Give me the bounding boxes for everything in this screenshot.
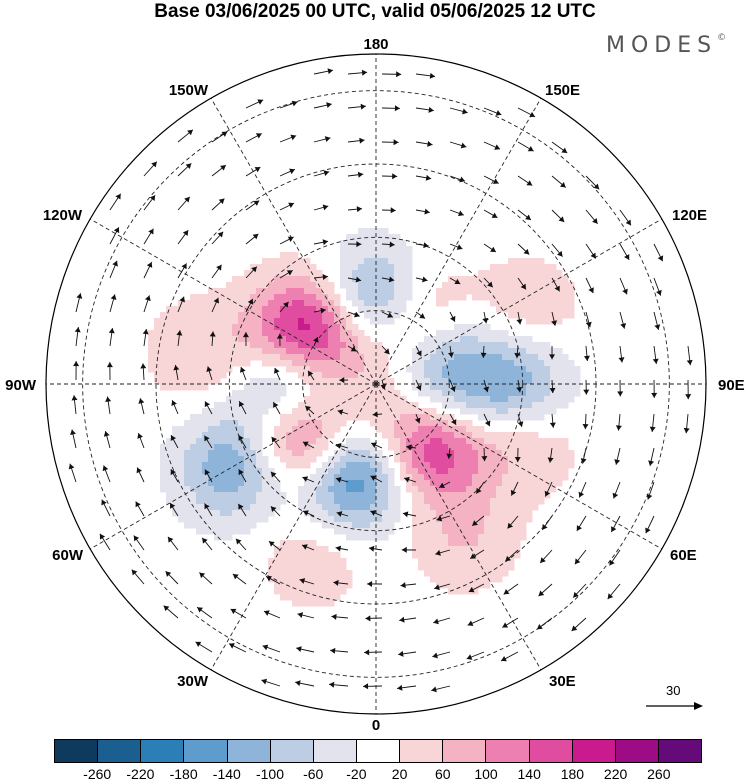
wind-vectors xyxy=(68,68,693,693)
height-anomaly-field xyxy=(148,228,581,607)
colorbar-tick-label: -140 xyxy=(212,766,241,782)
longitude-label-0: 0 xyxy=(371,717,381,734)
longitude-label-150e: 150E xyxy=(545,82,581,99)
colorbar-tick-label: -220 xyxy=(126,766,155,782)
colorbar-swatch xyxy=(572,740,616,762)
graticule xyxy=(46,54,706,714)
colorbar-tick-label: 20 xyxy=(391,766,408,782)
modes-logo: MODES© xyxy=(606,32,727,58)
colorbar-swatch xyxy=(615,740,659,762)
colorbar-tick-label: 180 xyxy=(560,766,585,782)
colorbar-swatch xyxy=(141,740,185,762)
reference-vector-label: 30 xyxy=(666,683,681,698)
colorbar-swatch xyxy=(270,740,314,762)
longitude-label-180: 180 xyxy=(363,36,389,53)
colorbar-tick-label: 260 xyxy=(647,766,671,782)
longitude-label-60w: 60W xyxy=(52,547,83,564)
colorbar-tick-label: -100 xyxy=(255,766,285,782)
reference-vector xyxy=(646,702,703,710)
longitude-label-90e: 90E xyxy=(718,377,745,394)
longitude-label-30w: 30W xyxy=(177,673,208,690)
colorbar-tick-label: -60 xyxy=(303,766,324,782)
colorbar-tick-label: 140 xyxy=(517,766,541,782)
colorbar-tick-label: -20 xyxy=(346,766,367,782)
map-boundary xyxy=(45,53,707,715)
longitude-label-60e: 60E xyxy=(670,547,697,564)
colorbar-swatch xyxy=(400,740,444,762)
longitude-label-30e: 30E xyxy=(549,673,576,690)
colorbar-tick-label: -180 xyxy=(169,766,198,782)
colorbar-tick-label: -260 xyxy=(83,766,112,782)
colorbar-tick-label: 100 xyxy=(474,766,498,782)
colorbar-swatch xyxy=(486,740,530,762)
longitude-label-150w: 150W xyxy=(168,82,208,99)
colorbar-swatch xyxy=(55,740,99,762)
colorbar-swatch xyxy=(184,740,228,762)
colorbar-swatch xyxy=(443,740,487,762)
longitude-label-90w: 90W xyxy=(5,377,36,394)
colorbar-swatch xyxy=(529,740,573,762)
colorbar-tick-label: 60 xyxy=(435,766,451,782)
colorbar-swatch xyxy=(658,740,702,762)
longitude-label-120e: 120E xyxy=(672,207,708,224)
colorbar-swatch xyxy=(227,740,271,762)
colorbar-swatch xyxy=(313,740,357,762)
map-title: Base 03/06/2025 00 UTC, valid 05/06/2025… xyxy=(154,1,596,22)
colorbar xyxy=(54,739,702,763)
colorbar-swatch xyxy=(356,740,401,762)
colorbar-tick-label: 220 xyxy=(603,766,628,782)
longitude-label-120w: 120W xyxy=(42,207,82,224)
colorbar-swatch xyxy=(98,740,142,762)
